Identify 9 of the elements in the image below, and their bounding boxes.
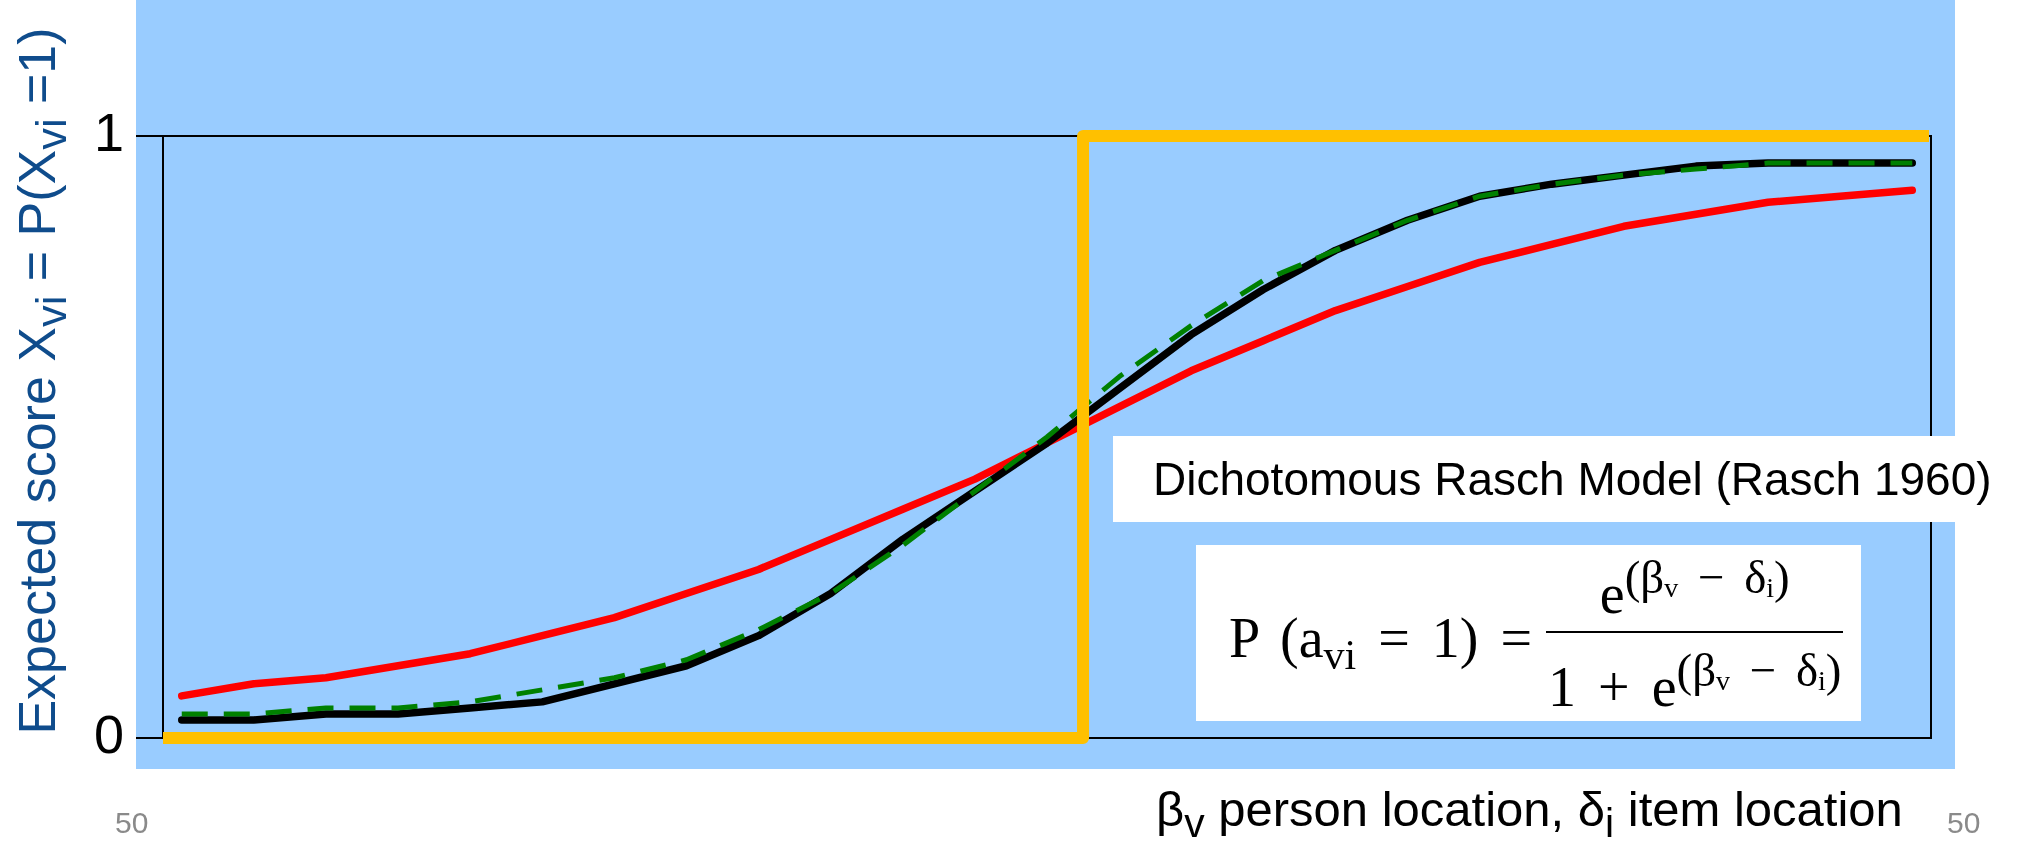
annotation: e$^{(βᵥ − δᵢ)}$ [1599, 550, 1790, 627]
text: 50 [115, 806, 149, 840]
y-tick-label: 1 [93, 101, 124, 162]
x-axis-title: β$_{v}$ person location, δ$_{i}$ item location [1156, 781, 1903, 847]
y-tick-label: 0 [93, 703, 124, 764]
text: 50 [1947, 806, 1981, 840]
annotation: Dichotomous Rasch Model (Rasch 1960) [1113, 436, 1998, 522]
annotation: 1 + e$^{(βᵥ − δᵢ)}$ [1547, 643, 1843, 720]
annotation: P (a$_{vi}$ = 1) = [1229, 606, 1533, 680]
